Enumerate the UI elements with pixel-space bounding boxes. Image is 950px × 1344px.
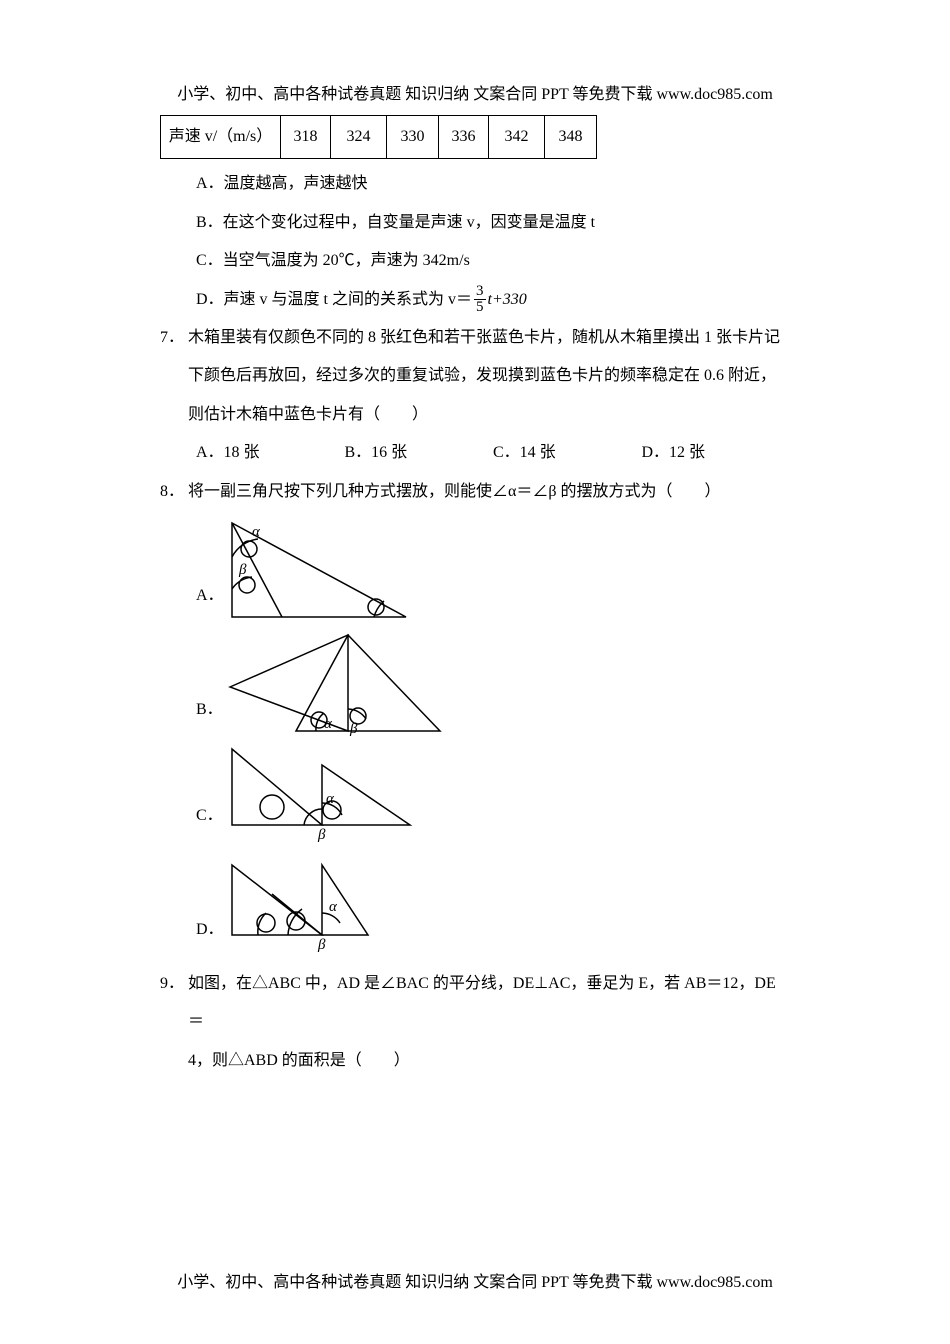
row-label: 声速 v/（m/s） xyxy=(161,116,281,159)
frac-den: 5 xyxy=(474,300,486,315)
opt-letter-b: B． xyxy=(196,691,226,737)
beta-label: β xyxy=(238,562,247,578)
question-7: 7． 木箱里装有仅颜色不同的 8 张红色和若干张蓝色卡片，随机从木箱里摸出 1 … xyxy=(160,319,790,434)
triangle-diagram-b: α β xyxy=(226,629,446,737)
main-content: 声速 v/（m/s） 318 324 330 336 342 348 A．温度越… xyxy=(160,115,790,1080)
frac-num: 3 xyxy=(474,284,486,300)
q8-option-b: B． α β xyxy=(160,629,790,737)
cell: 330 xyxy=(387,116,439,159)
page-header: 小学、初中、高中各种试卷真题 知识归纳 文案合同 PPT 等免费下载 www.d… xyxy=(0,80,950,104)
beta-label: β xyxy=(317,827,326,843)
q9-line2: 4，则△ABD 的面积是（ ） xyxy=(188,1052,410,1069)
cell: 342 xyxy=(489,116,545,159)
triangle-diagram-c: α β xyxy=(226,743,416,843)
sound-speed-table: 声速 v/（m/s） 318 324 330 336 342 348 xyxy=(160,115,597,159)
opt-d-prefix: D．声速 v 与温度 t 之间的关系式为 v＝ xyxy=(196,291,472,308)
q9-text: 如图，在△ABC 中，AD 是∠BAC 的平分线，DE⊥AC，垂足为 E，若 A… xyxy=(188,965,790,1080)
opt-letter-a: A． xyxy=(196,577,226,623)
q7-number: 7． xyxy=(160,319,188,434)
opt-letter-d: D． xyxy=(196,911,226,957)
cell: 318 xyxy=(281,116,331,159)
q7-text: 木箱里装有仅颜色不同的 8 张红色和若干张蓝色卡片，随机从木箱里摸出 1 张卡片… xyxy=(188,319,790,434)
question-8: 8． 将一副三角尺按下列几种方式摆放，则能使∠α＝∠β 的摆放方式为（ ） xyxy=(160,473,790,511)
figure-d: α β xyxy=(226,849,374,957)
beta-label: β xyxy=(349,721,358,737)
beta-label: β xyxy=(317,937,326,953)
q6-option-b: B．在这个变化过程中，自变量是声速 v，因变量是温度 t xyxy=(160,204,790,242)
q9-number: 9． xyxy=(160,965,188,1080)
q7-options: A．18 张 B．16 张 C．14 张 D．12 张 xyxy=(160,434,790,472)
fraction: 35 xyxy=(474,284,486,315)
cell: 324 xyxy=(331,116,387,159)
question-9: 9． 如图，在△ABC 中，AD 是∠BAC 的平分线，DE⊥AC，垂足为 E，… xyxy=(160,965,790,1080)
cell: 336 xyxy=(439,116,489,159)
q8-text: 将一副三角尺按下列几种方式摆放，则能使∠α＝∠β 的摆放方式为（ ） xyxy=(188,473,790,511)
q7-opt-b: B．16 张 xyxy=(345,434,494,472)
figure-a: α β xyxy=(226,517,412,623)
alpha-label: α xyxy=(324,716,333,732)
q7-opt-a: A．18 张 xyxy=(196,434,345,472)
figure-b: α β xyxy=(226,629,446,737)
alpha-label: α xyxy=(329,899,338,915)
q7-opt-d: D．12 张 xyxy=(642,434,791,472)
triangle-diagram-a: α β xyxy=(226,517,412,623)
opt-d-suffix: t+330 xyxy=(488,291,527,308)
q7-opt-c: C．14 张 xyxy=(493,434,642,472)
alpha-label: α xyxy=(252,524,261,540)
page-footer: 小学、初中、高中各种试卷真题 知识归纳 文案合同 PPT 等免费下载 www.d… xyxy=(0,1268,950,1292)
triangle-diagram-d: α β xyxy=(226,849,374,957)
q6-option-a: A．温度越高，声速越快 xyxy=(160,165,790,203)
q8-option-a: A． α β xyxy=(160,517,790,623)
opt-letter-c: C． xyxy=(196,797,226,843)
figure-c: α β xyxy=(226,743,416,843)
q6-option-d: D．声速 v 与温度 t 之间的关系式为 v＝35t+330 xyxy=(160,281,790,319)
q8-number: 8． xyxy=(160,473,188,511)
cell: 348 xyxy=(545,116,597,159)
q8-option-d: D． α β xyxy=(160,849,790,957)
q6-option-c: C．当空气温度为 20℃，声速为 342m/s xyxy=(160,242,790,280)
q8-option-c: C． α β xyxy=(160,743,790,843)
q9-line1: 如图，在△ABC 中，AD 是∠BAC 的平分线，DE⊥AC，垂足为 E，若 A… xyxy=(188,975,776,1030)
table-row: 声速 v/（m/s） 318 324 330 336 342 348 xyxy=(161,116,597,159)
alpha-label: α xyxy=(326,791,335,807)
